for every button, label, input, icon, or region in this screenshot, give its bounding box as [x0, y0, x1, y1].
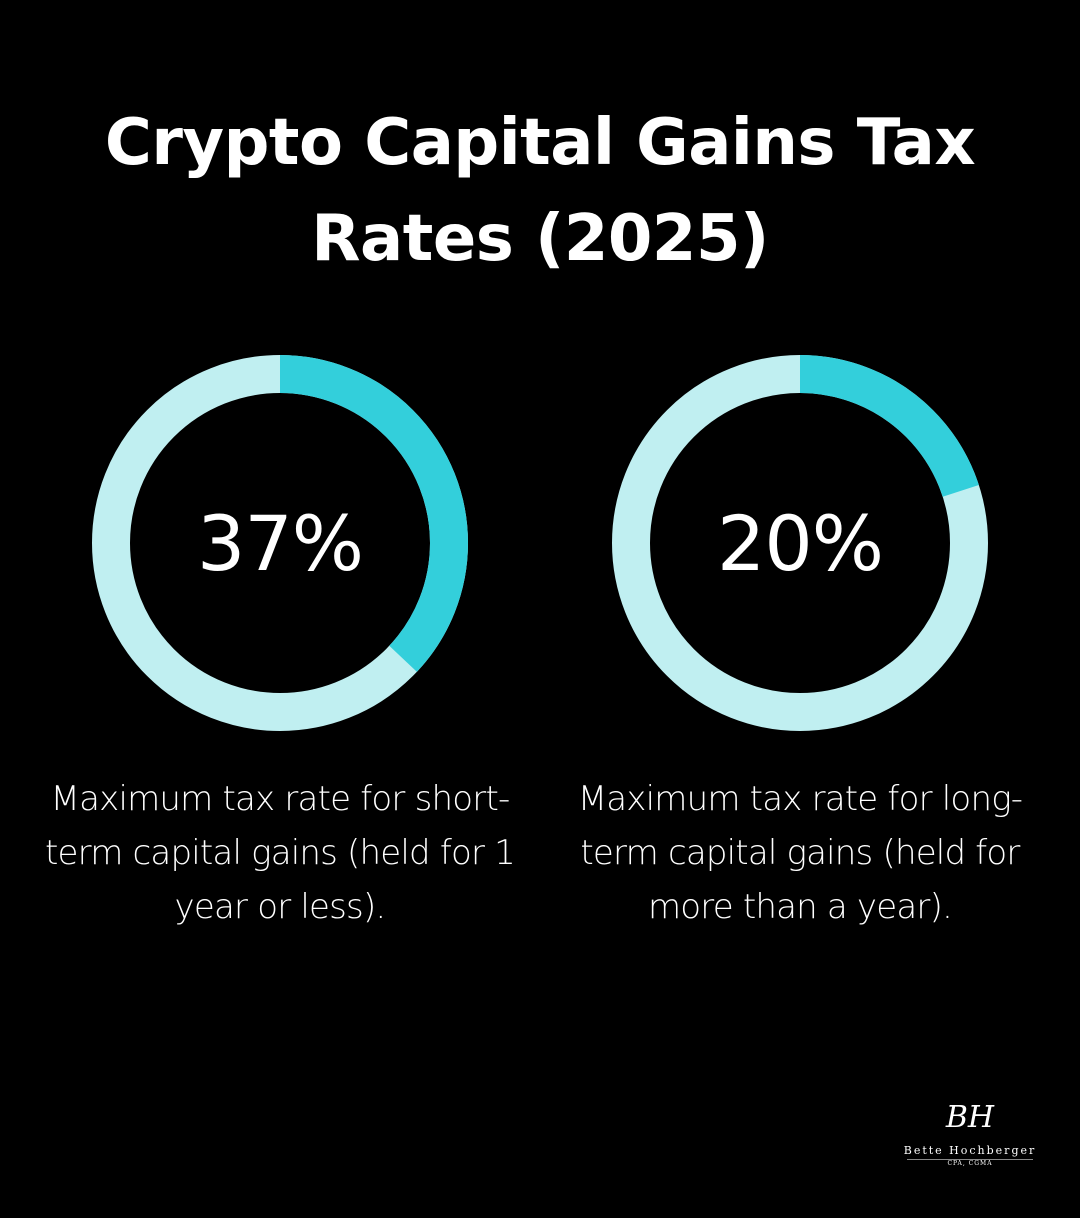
logo-credentials: CPA, CGMA — [907, 1159, 1033, 1167]
page-title: Crypto Capital Gains Tax Rates (2025) — [104, 106, 976, 276]
caption-long-term: Maximum tax rate for long-term capital g… — [577, 779, 1023, 927]
donut-value-arc — [92, 355, 468, 731]
caption-short-term: Maximum tax rate for short-term capital … — [44, 779, 516, 927]
brand-logo: BH Bette Hochberger CPA, CGMA — [895, 1100, 1045, 1180]
percentage-label: 37% — [197, 498, 364, 588]
logo-name: Bette Hochberger — [903, 1144, 1037, 1157]
logo-monogram: BH — [945, 1100, 995, 1135]
donut-value-arc — [612, 355, 988, 731]
donut-chart-short-term: 37% — [92, 355, 468, 731]
donut-ring — [92, 355, 468, 731]
donut-chart-long-term: 20% — [612, 355, 988, 731]
donut-ring — [612, 355, 988, 731]
percentage-label: 20% — [717, 498, 884, 588]
